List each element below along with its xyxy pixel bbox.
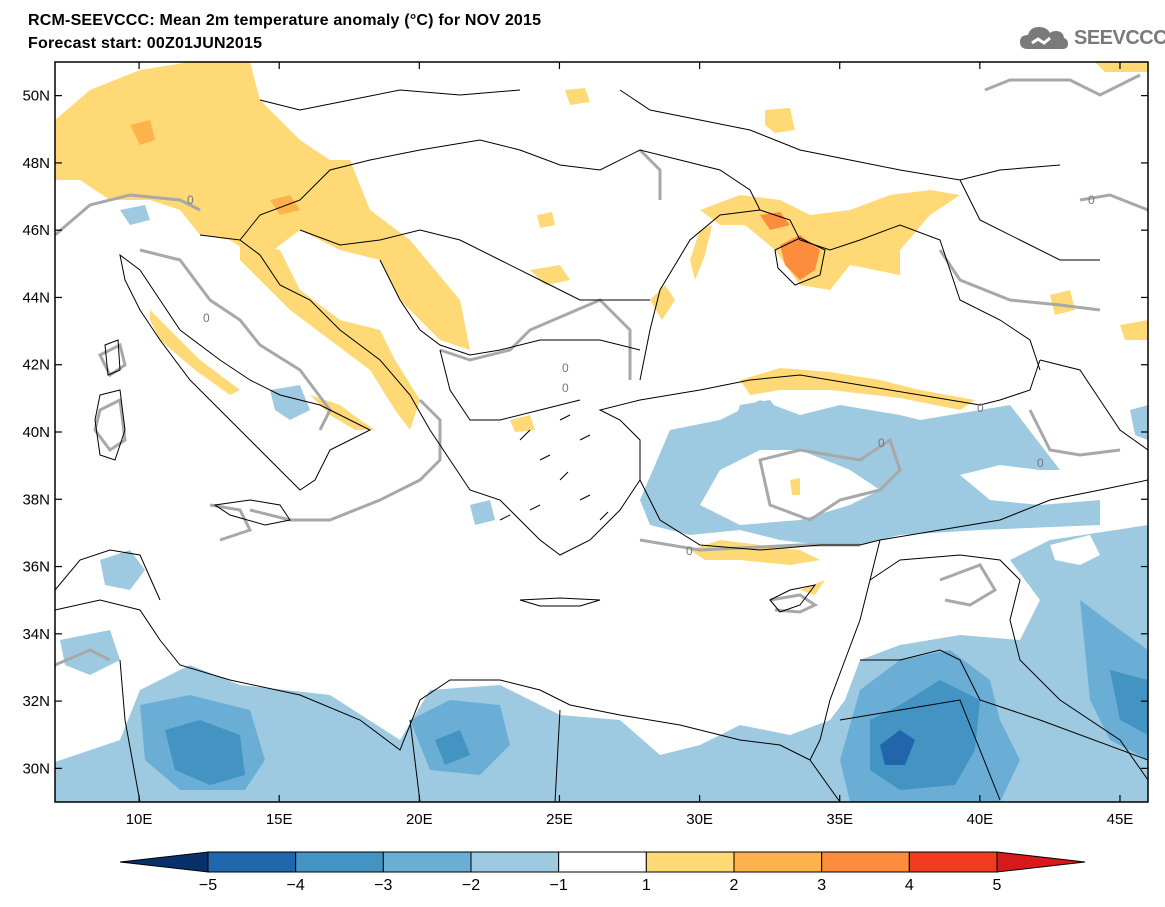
contour-labels: 0 0 0 0 0 0 0 0 0 [187,193,1095,558]
forecast-start-label: Forecast start: 00Z01JUN2015 [28,35,263,52]
lat-tick-label: 32N [22,693,50,710]
lon-tick-label: 20E [406,811,433,828]
colorbar-label: 5 [993,877,1002,894]
cyprus-outline [769,584,817,613]
italy-coastline [119,253,372,491]
lat-tick-label: 44N [22,289,50,306]
colorbar-segment [558,851,647,873]
north-africa-coast [55,599,811,761]
colorbar-segment [470,851,560,873]
colorbar-segment [207,851,297,873]
colorbar-low-extension [119,851,209,873]
sardinia-outline [94,389,126,461]
lat-tick-label: 30N [22,760,50,777]
zero-contour-lines [55,73,1148,667]
colorbar-label: −5 [199,877,217,894]
contour-label: 0 [686,544,693,558]
neutral-hole-anatolia [700,450,880,525]
aegean-islands [499,414,609,521]
lon-tick-label: 10E [126,811,153,828]
lat-tick-label: 36N [22,559,50,576]
colorbar-segment [295,851,384,873]
contour-label: 0 [878,436,885,450]
crete-outline [519,597,601,607]
colorbar-label: 3 [817,877,826,894]
colorbar: −5 −4 −3 −2 −1 1 2 3 4 5 [119,851,1086,894]
latitude-axis: 50N 48N 46N 44N 42N 40N 38N 36N 34N 32N 30N [22,88,1148,777]
lon-tick-label: 45E [1107,811,1134,828]
logo-text: SEEVCCC [1074,26,1165,49]
lon-tick-label: 25E [546,811,573,828]
negative-anomaly-field [55,205,1148,802]
lon-tick-label: 30E [686,811,713,828]
colorbar-label: 1 [642,877,651,894]
lat-tick-label: 40N [22,424,50,441]
colorbar-label: −2 [462,877,480,894]
colorbar-segment [733,851,823,873]
sicily-outline [213,499,291,526]
lat-tick-label: 42N [22,357,50,374]
map-plot-area: 0 0 0 0 0 0 0 0 0 [55,62,1148,802]
colorbar-label: −1 [550,877,568,894]
colorbar-label: 4 [905,877,914,894]
lon-tick-label: 15E [266,811,293,828]
anatolia-south-coast [639,479,881,551]
colorbar-segment [908,851,998,873]
lat-tick-label: 38N [22,491,50,508]
country-borders [55,89,1148,802]
lat-tick-label: 46N [22,222,50,239]
inland-borders-europe [199,139,761,241]
contour-label: 0 [187,193,194,207]
colorbar-label: −4 [287,877,305,894]
balkan-coastline [239,239,1041,556]
corsica-outline [104,339,121,376]
contour-label: 0 [977,401,984,415]
crimea-outline [774,237,826,286]
lat-tick-label: 34N [22,626,50,643]
colorbar-label: 2 [730,877,739,894]
contour-label: 0 [203,311,210,325]
negative-region-levant-peak [880,730,915,765]
lon-tick-label: 35E [826,811,853,828]
colorbar-high-extension [996,851,1086,873]
longitude-axis: 10E 15E 20E 25E 30E 35E 40E 45E [126,62,1134,828]
lat-tick-label: 50N [22,88,50,105]
colorbar-segment [645,851,735,873]
cloud-logo-icon [1020,27,1068,49]
lon-tick-label: 40E [966,811,993,828]
colorbar-label: −3 [374,877,392,894]
colorbar-segment [821,851,910,873]
contour-label: 0 [1037,456,1044,470]
contour-label: 0 [562,381,569,395]
colorbar-segment [382,851,472,873]
seevccc-logo: SEEVCCC [1018,22,1165,54]
map-title: RCM-SEEVCCC: Mean 2m temperature anomaly… [28,12,542,29]
contour-label: 0 [562,361,569,375]
positive-region-central-europe [55,62,470,350]
contour-label: 0 [1088,193,1095,207]
lat-tick-label: 48N [22,155,50,172]
